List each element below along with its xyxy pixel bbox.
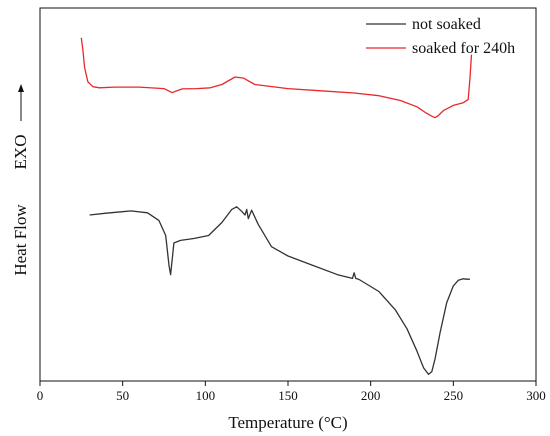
legend-label-0: not soaked — [412, 16, 481, 33]
exo-arrow — [18, 84, 24, 121]
y-axis-label: Heat Flow — [11, 204, 30, 276]
series-line-0 — [89, 206, 470, 375]
x-tick-label: 100 — [196, 388, 216, 403]
x-tick-label: 50 — [116, 388, 129, 403]
legend-label-1: soaked for 240h — [412, 40, 515, 57]
x-axis-label: Temperature (°C) — [228, 413, 347, 432]
x-axis-ticks: 0 50 100 150 200 250 300 — [37, 381, 546, 403]
exo-arrow-head — [18, 84, 24, 92]
legend: not soaked soaked for 240h — [366, 16, 515, 57]
x-tick-label: 150 — [278, 388, 298, 403]
x-tick-label: 200 — [361, 388, 381, 403]
series-lines — [80, 37, 473, 375]
x-tick-label: 300 — [526, 388, 546, 403]
x-tick-label: 0 — [37, 388, 44, 403]
plot-frame — [39, 7, 537, 382]
series-line-1 — [80, 37, 473, 119]
exo-label: EXO — [11, 135, 30, 170]
x-tick-label: 250 — [444, 388, 464, 403]
